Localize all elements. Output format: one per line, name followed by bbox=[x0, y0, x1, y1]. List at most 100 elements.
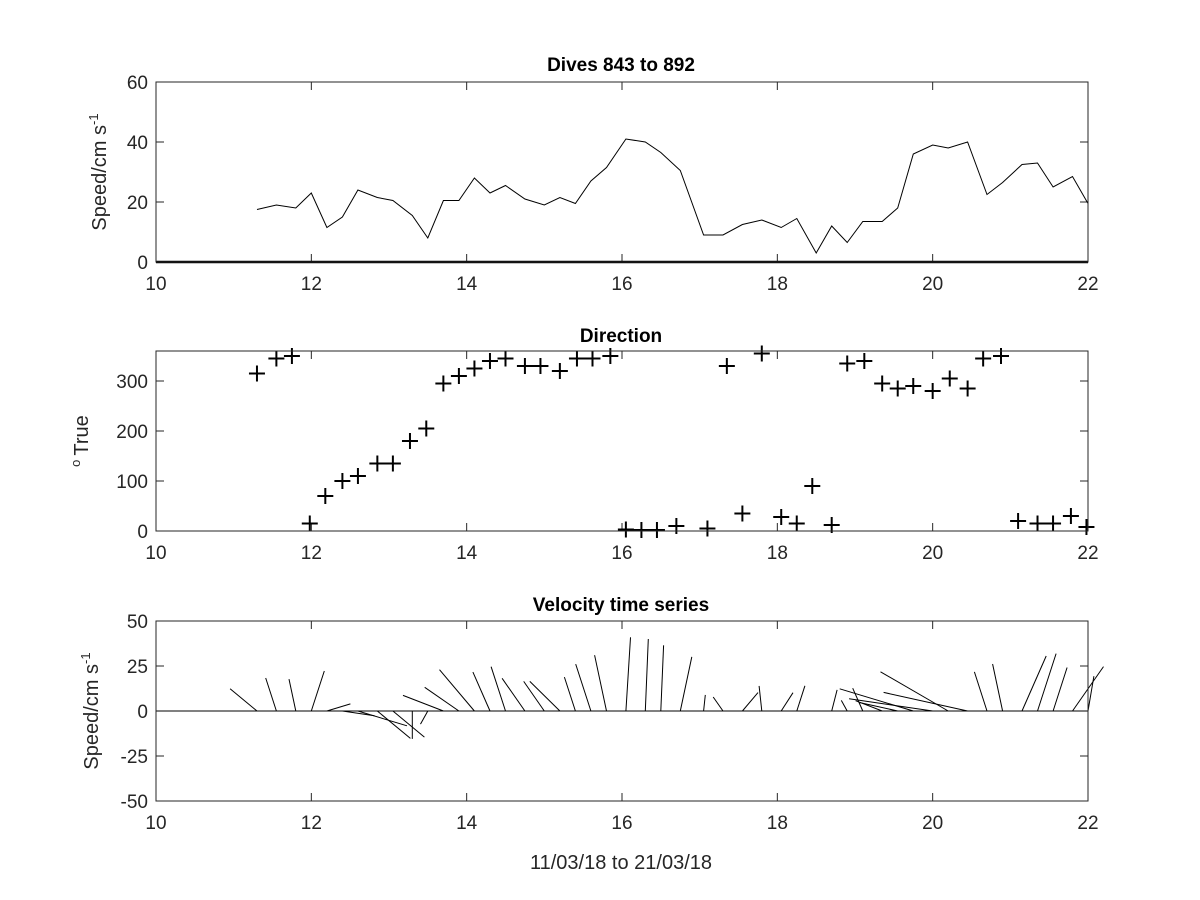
direction-point bbox=[584, 350, 601, 367]
velocity-stick bbox=[712, 696, 724, 712]
x-tick-label: 12 bbox=[301, 543, 322, 564]
velocity-stick bbox=[310, 670, 325, 712]
y-tick-label: -25 bbox=[121, 747, 148, 768]
direction-point bbox=[734, 505, 751, 522]
direction-point bbox=[718, 358, 735, 374]
x-tick-label: 14 bbox=[456, 543, 478, 564]
y-tick-label: 0 bbox=[137, 702, 148, 723]
y-tick-label: 300 bbox=[116, 372, 148, 393]
x-tick-label: 12 bbox=[301, 813, 322, 834]
velocity-stick bbox=[660, 645, 665, 712]
y-tick-label: 50 bbox=[127, 612, 148, 633]
direction-point bbox=[788, 515, 805, 532]
direction-point bbox=[905, 378, 922, 394]
y-tick-label: 20 bbox=[127, 193, 148, 214]
speed-panel-title: Dives 843 to 892 bbox=[547, 55, 695, 76]
direction-panel-title: Direction bbox=[580, 326, 662, 347]
x-tick-label: 20 bbox=[922, 274, 943, 295]
velocity-stick bbox=[439, 669, 475, 712]
velocity-stick bbox=[342, 710, 375, 717]
direction-point bbox=[617, 521, 634, 538]
y-tick-label: -50 bbox=[121, 792, 148, 813]
y-tick-label: 200 bbox=[116, 422, 148, 443]
direction-point bbox=[889, 380, 906, 397]
speed-panel: Dives 843 to 892 Speed/cm s-1 10 12 14 16 18… bbox=[86, 55, 1099, 295]
velocity-stick bbox=[1021, 655, 1047, 712]
velocity-stick bbox=[523, 681, 545, 712]
direction-panel-axes bbox=[155, 350, 1089, 532]
velocity-stick bbox=[229, 688, 258, 712]
x-tick-label: 18 bbox=[767, 813, 788, 834]
velocity-stick bbox=[780, 692, 794, 712]
direction-point bbox=[839, 355, 856, 372]
direction-point bbox=[497, 350, 514, 367]
y-tick-label: 60 bbox=[127, 73, 148, 94]
direction-point bbox=[1010, 513, 1027, 529]
direction-point bbox=[317, 488, 334, 504]
velocity-stick bbox=[490, 666, 506, 712]
velocity-stick bbox=[472, 671, 491, 712]
velocity-panel-ylabel: Speed/cm s-1 bbox=[78, 652, 103, 769]
velocity-panel-xlabel: 11/03/18 to 21/03/18 bbox=[530, 852, 712, 874]
velocity-stick bbox=[265, 677, 277, 712]
velocity-stick bbox=[563, 676, 576, 712]
direction-point bbox=[401, 433, 418, 449]
velocity-panel-title: Velocity time series bbox=[533, 595, 709, 616]
direction-point bbox=[823, 517, 840, 533]
x-tick-label: 10 bbox=[145, 813, 166, 834]
direction-point bbox=[1029, 515, 1046, 532]
velocity-stick bbox=[529, 681, 561, 712]
direction-point bbox=[418, 420, 435, 437]
direction-point bbox=[268, 350, 285, 367]
direction-point bbox=[633, 522, 650, 538]
velocity-stick bbox=[742, 692, 759, 712]
velocity-stick bbox=[859, 702, 898, 712]
direction-point bbox=[248, 365, 265, 382]
y-tick-label: 0 bbox=[137, 253, 148, 274]
x-tick-label: 22 bbox=[1077, 274, 1098, 295]
direction-point bbox=[753, 345, 770, 362]
velocity-stick bbox=[594, 655, 607, 712]
velocity-stick bbox=[849, 698, 933, 712]
direction-point bbox=[334, 473, 351, 489]
direction-point bbox=[941, 370, 958, 387]
x-tick-label: 18 bbox=[767, 274, 788, 295]
velocity-stick bbox=[326, 703, 351, 712]
velocity-stick bbox=[1087, 676, 1095, 712]
velocity-stick bbox=[420, 710, 429, 725]
direction-point bbox=[773, 509, 790, 525]
direction-point bbox=[699, 520, 716, 537]
velocity-stick bbox=[992, 663, 1004, 712]
y-tick-label: 100 bbox=[116, 472, 148, 493]
direction-point bbox=[1062, 508, 1079, 524]
velocity-stick bbox=[644, 638, 649, 712]
x-tick-label: 16 bbox=[611, 274, 632, 295]
y-tick-label: 40 bbox=[127, 133, 148, 154]
direction-point bbox=[450, 368, 467, 384]
direction-point bbox=[384, 455, 401, 472]
direction-point bbox=[959, 380, 976, 397]
y-tick-label: 0 bbox=[137, 522, 148, 543]
direction-point bbox=[532, 358, 549, 374]
y-tick-label: 25 bbox=[127, 657, 148, 678]
x-tick-label: 20 bbox=[922, 813, 943, 834]
direction-point bbox=[516, 358, 533, 374]
x-tick-label: 16 bbox=[611, 543, 632, 564]
x-tick-label: 10 bbox=[145, 274, 166, 295]
direction-panel-ylabel: oTrue bbox=[68, 415, 93, 467]
velocity-stick bbox=[840, 700, 848, 712]
x-tick-label: 22 bbox=[1077, 543, 1098, 564]
x-tick-label: 14 bbox=[456, 813, 478, 834]
direction-point bbox=[466, 360, 483, 377]
direction-point bbox=[301, 515, 318, 532]
speed-panel-axes bbox=[155, 81, 1089, 263]
direction-point bbox=[924, 383, 941, 399]
velocity-panel-axes bbox=[155, 620, 1089, 802]
direction-point bbox=[1078, 519, 1095, 535]
direction-point bbox=[874, 375, 891, 392]
speed-series-line bbox=[256, 138, 1089, 255]
direction-panel: Direction oTrue 10 12 14 16 18 20 22 0 100 200 300 bbox=[68, 326, 1099, 564]
velocity-stick bbox=[796, 685, 806, 712]
direction-point bbox=[481, 353, 498, 369]
